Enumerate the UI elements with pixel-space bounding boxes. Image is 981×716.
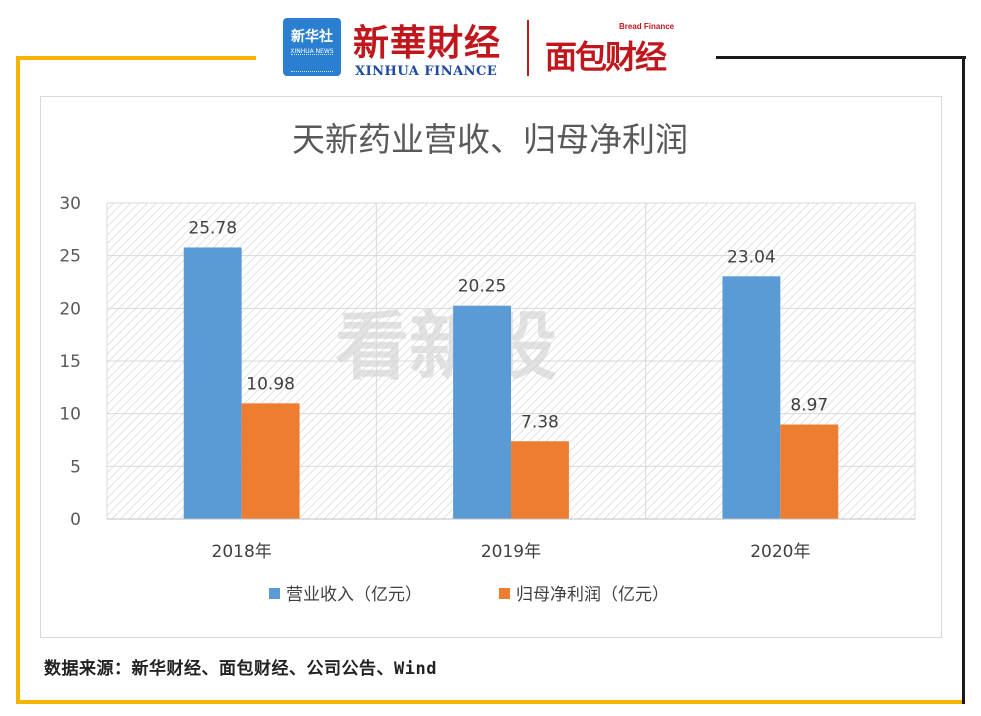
bread-finance-logo-cn: 面包财经 <box>545 38 667 76</box>
bar-revenue <box>722 276 781 519</box>
y-tick-label: 0 <box>70 510 81 530</box>
network-dots-icon <box>291 54 333 72</box>
data-source-note: 数据来源：新华财经、面包财经、公司公告、Wind <box>44 659 437 679</box>
bars <box>183 247 839 519</box>
bar-net-profit <box>241 403 300 519</box>
frame-bottom-line <box>16 700 964 704</box>
legend-swatch <box>269 588 280 599</box>
bar-net-profit <box>511 441 569 519</box>
y-tick-label: 5 <box>70 457 81 477</box>
y-tick-label: 25 <box>59 247 81 267</box>
bar-net-profit <box>780 424 839 519</box>
x-tick-label: 2020年 <box>750 542 810 562</box>
y-tick-label: 20 <box>59 299 81 319</box>
x-axis: 2018年 2019年 2020年 <box>107 518 915 562</box>
y-tick-label: 30 <box>59 194 81 214</box>
data-label: 7.38 <box>521 412 559 432</box>
legend: 营业收入（亿元） 归母净利润（亿元） <box>269 585 669 605</box>
bar-revenue <box>183 247 242 519</box>
legend-swatch <box>499 588 510 599</box>
xinhua-logo-cn: 新华社 <box>291 29 333 45</box>
frame-top-right-line <box>716 56 966 59</box>
watermark: 看新股 <box>335 304 557 390</box>
data-label: 10.98 <box>246 374 295 394</box>
frame-right-line <box>962 56 965 704</box>
legend-label: 归母净利润（亿元） <box>516 585 669 605</box>
logo-divider <box>527 20 529 76</box>
data-label: 25.78 <box>188 218 237 238</box>
bar-chart: 天新药业营收、归母净利润 看新股 0 5 10 15 20 25 30 25.78 20.25… <box>59 120 916 605</box>
frame-top-left-line <box>16 56 256 60</box>
x-tick-label: 2019年 <box>481 542 541 562</box>
chart-title: 天新药业营收、归母净利润 <box>292 120 688 159</box>
xinhua-logo-en: XINHUA NEWS <box>290 48 334 55</box>
y-axis: 0 5 10 15 20 25 30 <box>59 194 81 530</box>
y-tick-label: 15 <box>59 352 81 372</box>
legend-label: 营业收入（亿元） <box>286 585 422 605</box>
data-labels: 25.78 20.25 23.04 10.98 7.38 8.97 <box>188 218 828 432</box>
xinhua-finance-logo-cn: 新華財经 <box>353 22 502 64</box>
data-label: 8.97 <box>790 396 828 416</box>
x-tick-label: 2018年 <box>212 542 272 562</box>
header: 新华社 XINHUA NEWS 新華財经 XINHUA FINANCE Brea… <box>283 12 713 88</box>
y-tick-label: 10 <box>59 405 81 425</box>
frame-left-line <box>16 56 20 704</box>
xinhua-finance-logo-en: XINHUA FINANCE <box>355 64 498 79</box>
bar-revenue <box>453 305 511 519</box>
xinhua-logo: 新华社 XINHUA NEWS <box>283 18 341 76</box>
bread-finance-logo-en: Bread Finance <box>619 22 675 31</box>
chart-container: 天新药业营收、归母净利润 看新股 0 5 10 15 20 25 30 25.78 20.25… <box>40 96 942 638</box>
data-label: 23.04 <box>727 247 776 267</box>
data-label: 20.25 <box>458 277 507 297</box>
